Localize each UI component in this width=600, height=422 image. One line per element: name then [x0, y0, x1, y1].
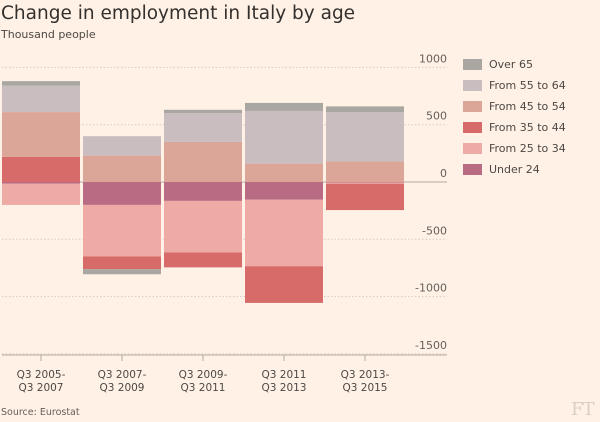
- bar-segment: [326, 112, 404, 162]
- bars: [2, 81, 404, 303]
- legend-item: From 35 to 44: [463, 117, 566, 138]
- bar-segment: [164, 113, 242, 142]
- bar-segment: [2, 183, 80, 205]
- legend: Over 65 From 55 to 64 From 45 to 54 From 35…: [463, 54, 566, 180]
- legend-item: Over 65: [463, 54, 566, 75]
- bar-segment: [245, 102, 323, 111]
- chart-title: Change in employment in Italy by age: [1, 3, 356, 24]
- source-note: Source: Eurostat: [1, 407, 80, 418]
- bar-segment: [83, 256, 161, 270]
- bar-segment: [83, 269, 161, 275]
- x-category-label: Q3 2011: [180, 382, 225, 394]
- bar-segment: [164, 109, 242, 114]
- y-tick-label: 500: [426, 110, 447, 123]
- bar-segment: [326, 161, 404, 182]
- ft-logo: FT: [571, 399, 594, 420]
- bar-segment: [326, 106, 404, 113]
- legend-item: From 45 to 54: [463, 96, 566, 117]
- bar-segment: [245, 110, 323, 164]
- x-category-label: Q3 2009-: [179, 369, 228, 381]
- legend-label: From 35 to 44: [489, 121, 566, 134]
- y-tick-label: 0: [440, 167, 447, 180]
- legend-swatch: [463, 143, 482, 154]
- legend-item: From 25 to 34: [463, 138, 566, 159]
- bar-segment: [2, 156, 80, 182]
- bar-segment: [83, 204, 161, 257]
- bar-segment: [245, 163, 323, 182]
- legend-label: Under 24: [489, 163, 540, 176]
- bar-segment: [326, 182, 404, 183]
- axis-labels: 1000 500 0 -500 -1000 -1500 Q3 2005-Q3 2007 Q3 …: [2, 52, 447, 394]
- x-category-label: Q3 2007-: [98, 369, 147, 381]
- legend-item: Under 24: [463, 159, 566, 180]
- legend-label: From 55 to 64: [489, 79, 566, 92]
- legend-swatch: [463, 59, 482, 70]
- y-tick-label: -1500: [415, 339, 447, 352]
- legend-swatch: [463, 122, 482, 133]
- bar-segment: [2, 81, 80, 86]
- legend-label: From 25 to 34: [489, 142, 566, 155]
- bar-segment: [83, 136, 161, 156]
- bar-segment: [2, 182, 80, 184]
- legend-swatch: [463, 80, 482, 91]
- bar-segment: [326, 182, 404, 184]
- x-category-label: Q3 2005-: [17, 369, 66, 381]
- bar-segment: [83, 182, 161, 205]
- legend-swatch: [463, 101, 482, 112]
- bar-segment: [2, 85, 80, 113]
- legend-swatch: [463, 164, 482, 175]
- y-tick-label: -500: [422, 224, 447, 237]
- bar-segment: [245, 199, 323, 267]
- bar-segment: [245, 266, 323, 303]
- x-category-label: Q3 2011: [261, 369, 306, 381]
- legend-item: From 55 to 64: [463, 75, 566, 96]
- bar-segment: [164, 182, 242, 201]
- x-category-label: Q3 2013-: [341, 369, 390, 381]
- bar-segment: [164, 252, 242, 268]
- bar-segment: [326, 183, 404, 211]
- bar-segment: [164, 141, 242, 182]
- x-category-label: Q3 2013: [261, 382, 306, 394]
- x-category-label: Q3 2009: [99, 382, 144, 394]
- legend-label: Over 65: [489, 58, 533, 71]
- bar-segment: [164, 200, 242, 253]
- legend-label: From 45 to 54: [489, 100, 566, 113]
- chart-subtitle: Thousand people: [1, 28, 96, 41]
- y-tick-label: 1000: [419, 52, 447, 65]
- bar-segment: [245, 182, 323, 200]
- bar-segment: [2, 112, 80, 157]
- x-category-label: Q3 2007: [18, 382, 63, 394]
- bar-segment: [83, 155, 161, 182]
- y-tick-label: -1000: [415, 282, 447, 295]
- x-category-label: Q3 2015: [342, 382, 387, 394]
